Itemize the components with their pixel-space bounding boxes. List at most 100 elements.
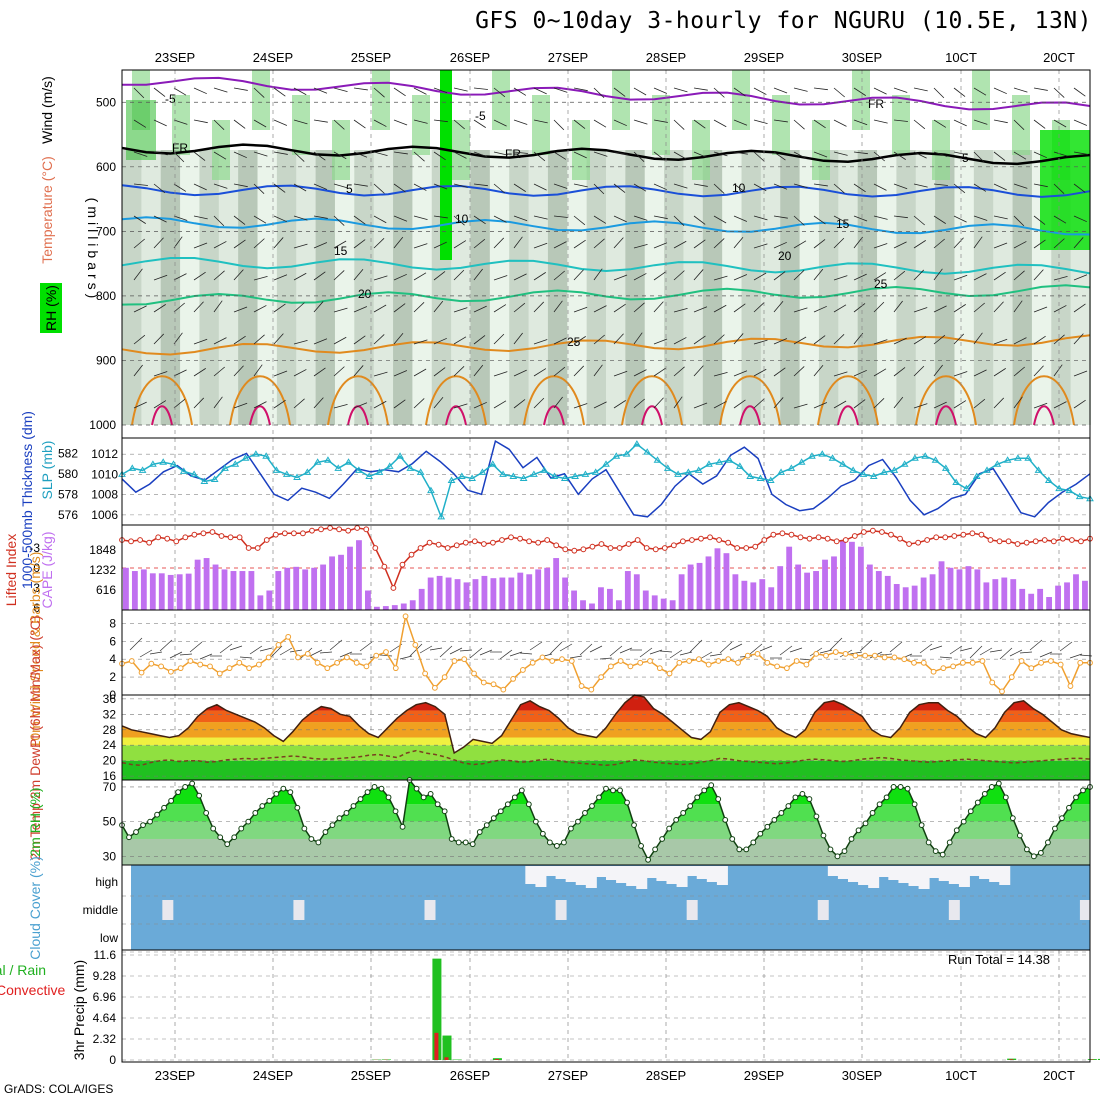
wind-barb: [573, 306, 588, 313]
wind-barb: [1013, 183, 1028, 189]
wind-barb: [553, 241, 567, 249]
wind-barb: [413, 272, 427, 281]
wind-barb: [593, 364, 603, 377]
cape-tick-label: 616: [96, 583, 116, 597]
contour-label: FR: [505, 147, 521, 161]
cape-bar: [1019, 588, 1026, 610]
slp-series-point: [797, 458, 806, 465]
cape-bar: [1028, 593, 1035, 610]
cape-bar: [974, 569, 981, 610]
slp-series-point: [890, 466, 899, 473]
wind-barb: [753, 368, 767, 377]
wind-barb: [1073, 87, 1086, 97]
wind-barb: [173, 183, 187, 192]
wind-barb: [273, 399, 286, 409]
lifted-index-series-point: [652, 546, 659, 553]
rh-series-point: [259, 803, 266, 809]
lifted-index-series-point: [897, 535, 903, 542]
cloud-gap: [989, 866, 1001, 882]
rh-series-point: [1023, 846, 1030, 853]
slp-series-point: [416, 468, 425, 475]
lifted-index-series-point: [435, 541, 442, 548]
wind10-series-point: [686, 658, 693, 664]
wind-barb: [633, 302, 645, 313]
lifted-index-series-point: [300, 530, 306, 537]
cloud-gap: [969, 866, 980, 876]
cloud-gap: [535, 866, 547, 887]
wind10-series-point: [226, 665, 233, 672]
temp-contour-10: [121, 216, 1091, 236]
wind-barb: [633, 151, 645, 163]
wind10-series-point: [1028, 665, 1035, 672]
wind-barb: [573, 365, 585, 377]
rh-series-point: [343, 810, 350, 816]
wind-barb: [259, 647, 273, 652]
wind-barb: [253, 364, 263, 377]
date-label-bottom: 26SEP: [450, 1068, 490, 1083]
wind-barb: [793, 366, 805, 377]
wind-barb: [453, 119, 465, 130]
lifted-index-series-point: [860, 529, 867, 535]
temp-contour-35: [1033, 405, 1055, 426]
wind-barb: [573, 87, 588, 92]
rh-series-point: [266, 797, 273, 804]
wind-barb: [393, 303, 406, 313]
precip-convective-bar: [1009, 1059, 1014, 1060]
wind-barb: [333, 336, 347, 345]
lifted-index-series-point: [1032, 538, 1039, 545]
date-label-top: 27SEP: [548, 50, 588, 65]
wind-barb: [833, 371, 848, 377]
lifted-index-series-point: [200, 530, 207, 537]
wind-barb: [413, 243, 428, 249]
cape-bar: [1073, 574, 1079, 610]
temp-ylabel: 2m Temp 2m DewPt (6hr Min/Max) (°C): [27, 616, 43, 861]
rh-series-point: [904, 785, 911, 792]
rh-series-point: [133, 829, 139, 835]
cape-bar: [365, 590, 371, 610]
wind-barb: [493, 333, 505, 345]
wind-barb: [753, 215, 768, 221]
cape-bar: [347, 546, 353, 610]
wind-barb: [553, 119, 565, 131]
wind10-series-point: [148, 660, 155, 667]
cape-bar: [311, 567, 318, 610]
wind-barb: [873, 119, 888, 124]
rh-band: [218, 150, 240, 425]
cloud-gap: [545, 866, 557, 876]
wind-barb: [853, 119, 868, 126]
lifted-index-series-point: [960, 531, 967, 538]
wind-barb: [513, 119, 528, 125]
rh-series-point: [701, 787, 708, 794]
wind-barb: [659, 650, 673, 653]
wind-barb: [913, 336, 927, 345]
wind-barb: [933, 119, 947, 128]
rh-ylabel: 2m RH (%): [27, 787, 43, 856]
wind-barb: [993, 151, 1006, 161]
wind-barb: [949, 645, 963, 655]
wind-barb: [533, 183, 547, 191]
wind-barb: [893, 396, 904, 409]
wind-barb: [513, 87, 527, 96]
cape-bar: [786, 546, 793, 610]
wind-barb: [693, 151, 708, 158]
temp-contour-30: [915, 375, 977, 426]
wind-barb: [653, 301, 664, 313]
wind-barb: [993, 397, 1005, 409]
slp-series-point: [869, 472, 878, 479]
cape-bar: [678, 574, 685, 610]
slp-series-point: [272, 466, 281, 473]
wind-barb: [393, 333, 404, 345]
wind-barb: [1019, 651, 1033, 654]
lifted-index-series-point: [987, 537, 994, 543]
legend-rh-swatch: [40, 283, 62, 333]
date-label-bottom: 29SEP: [744, 1068, 784, 1083]
lifted-index-series-point: [571, 547, 578, 554]
wind-barb: [429, 647, 443, 651]
wind-barb: [713, 304, 727, 313]
wind-barb: [533, 151, 546, 162]
wind-barb: [433, 367, 446, 377]
cloud-level-label: high: [95, 875, 118, 889]
wind-barb: [193, 183, 207, 191]
wind-barb: [813, 183, 828, 187]
lifted-index-series-point: [734, 545, 741, 551]
